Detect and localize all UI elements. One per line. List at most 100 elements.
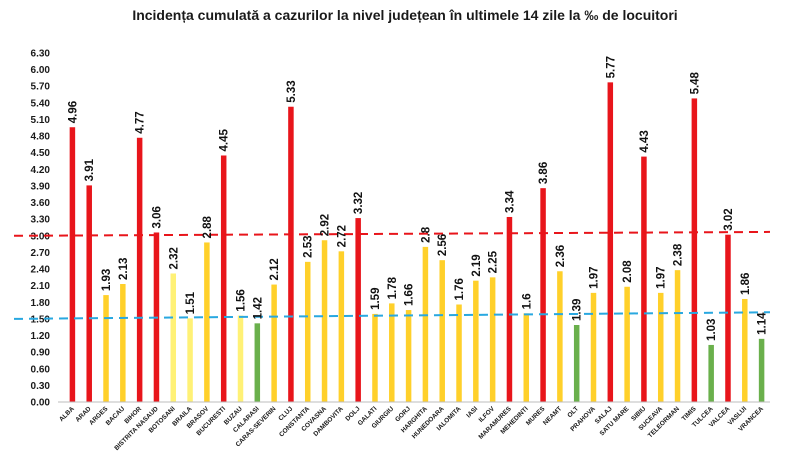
- bar: [220, 155, 227, 402]
- bar: [136, 137, 143, 402]
- data-label: 2.88: [202, 215, 214, 238]
- bar: [389, 303, 395, 402]
- y-tick-label: 1.50: [31, 314, 51, 325]
- y-tick-label: 3.60: [31, 198, 51, 209]
- bar: [708, 344, 714, 402]
- bar: [304, 261, 311, 402]
- bar: [590, 292, 597, 402]
- y-tick-label: 3.90: [31, 181, 51, 192]
- data-label: 1.76: [454, 278, 466, 300]
- data-label: 2.08: [622, 260, 634, 283]
- y-tick-label: 5.40: [31, 98, 51, 109]
- data-label: 1.51: [185, 291, 197, 314]
- data-label: 5.48: [689, 71, 701, 94]
- data-label: 5.77: [605, 56, 617, 78]
- bar: [405, 310, 412, 402]
- bar: [456, 304, 462, 402]
- y-tick-label: 2.10: [31, 281, 51, 292]
- bar: [338, 251, 345, 402]
- threshold-lines: [13, 230, 771, 320]
- data-label: 1.6: [521, 293, 533, 309]
- data-label: 2.25: [488, 250, 500, 273]
- data-label: 4.43: [639, 130, 651, 152]
- y-tick-label: 5.70: [31, 82, 51, 93]
- bar: [422, 246, 429, 402]
- bar: [473, 280, 479, 402]
- x-tick-label: IASI: [465, 405, 479, 419]
- data-label: 1.66: [404, 284, 416, 306]
- y-tick-label: 4.20: [31, 165, 51, 176]
- data-label: 2.32: [168, 247, 180, 269]
- bar: [288, 106, 294, 402]
- x-tick-label: BACAU: [105, 405, 127, 427]
- bar: [758, 338, 765, 402]
- bar: [204, 242, 210, 402]
- data-label: 3.91: [84, 158, 96, 181]
- y-tick-label: 0.60: [31, 364, 51, 375]
- bar: [120, 284, 126, 402]
- data-label: 3.32: [353, 192, 365, 214]
- y-tick-label: 6.30: [31, 49, 51, 60]
- x-tick-label: OLT: [566, 405, 580, 419]
- bar: [674, 270, 681, 402]
- bar: [657, 292, 664, 402]
- bar: [489, 277, 496, 402]
- y-tick-label: 4.80: [31, 132, 51, 143]
- bar: [624, 286, 630, 402]
- data-label: 3.06: [151, 206, 163, 228]
- data-label: 2.72: [336, 225, 348, 247]
- bar: [355, 218, 361, 402]
- bar: [742, 298, 748, 402]
- bar: [573, 324, 580, 402]
- data-label: 1.86: [740, 273, 752, 295]
- bar: [372, 313, 378, 402]
- data-label: 1.59: [370, 288, 382, 310]
- data-label: 2.53: [303, 235, 315, 257]
- data-label: 1.97: [656, 266, 668, 288]
- data-label: 2.36: [555, 245, 567, 267]
- bar: [691, 98, 698, 402]
- bar: [506, 216, 513, 402]
- bar: [254, 323, 261, 402]
- data-label: 2.13: [118, 258, 130, 280]
- data-label: 5.33: [286, 80, 298, 102]
- data-label: 3.34: [504, 190, 516, 213]
- data-label: 1.93: [101, 269, 113, 291]
- bar: [237, 315, 244, 402]
- data-label: 2.92: [320, 214, 332, 236]
- data-label: 2.56: [437, 234, 449, 256]
- data-label: 1.42: [252, 297, 264, 319]
- bar: [607, 82, 614, 402]
- y-tick-label: 0.90: [31, 348, 51, 359]
- data-label: 4.77: [135, 111, 147, 133]
- bar: [540, 188, 546, 402]
- y-tick-label: 3.00: [31, 231, 51, 242]
- x-tick-label: NEAMT: [542, 405, 563, 426]
- x-tick-label: ALBA: [58, 405, 76, 423]
- y-axis: 0.00 0.30 0.60 0.90 1.20 1.50 1.80 2.10 2.40 2.70…: [31, 49, 51, 409]
- data-label: 2.8: [420, 226, 432, 243]
- y-tick-label: 1.80: [31, 298, 51, 309]
- data-label: 1.14: [757, 312, 769, 335]
- y-tick-label: 0.00: [31, 398, 51, 409]
- bar: [439, 260, 445, 402]
- data-label: 1.03: [706, 319, 718, 341]
- bar: [187, 318, 193, 402]
- data-label: 3.02: [723, 208, 735, 230]
- bar: [641, 156, 647, 402]
- data-label: 2.12: [269, 258, 281, 280]
- data-labels: 4.96 3.91 1.93 2.13 4.77 3.06 2.32 1.51 2.88 4.45…: [67, 56, 768, 341]
- bar: [725, 234, 731, 402]
- y-tick-label: 1.20: [31, 331, 51, 342]
- y-tick-label: 4.50: [31, 148, 51, 159]
- bars: [69, 82, 765, 402]
- data-label: 4.45: [219, 128, 231, 151]
- bar: [523, 313, 530, 402]
- y-tick-label: 3.30: [31, 215, 51, 226]
- bar: [86, 185, 92, 402]
- bar: [170, 273, 177, 402]
- bar: [69, 127, 76, 402]
- y-tick-label: 0.30: [31, 381, 51, 392]
- threshold-line: [13, 311, 771, 320]
